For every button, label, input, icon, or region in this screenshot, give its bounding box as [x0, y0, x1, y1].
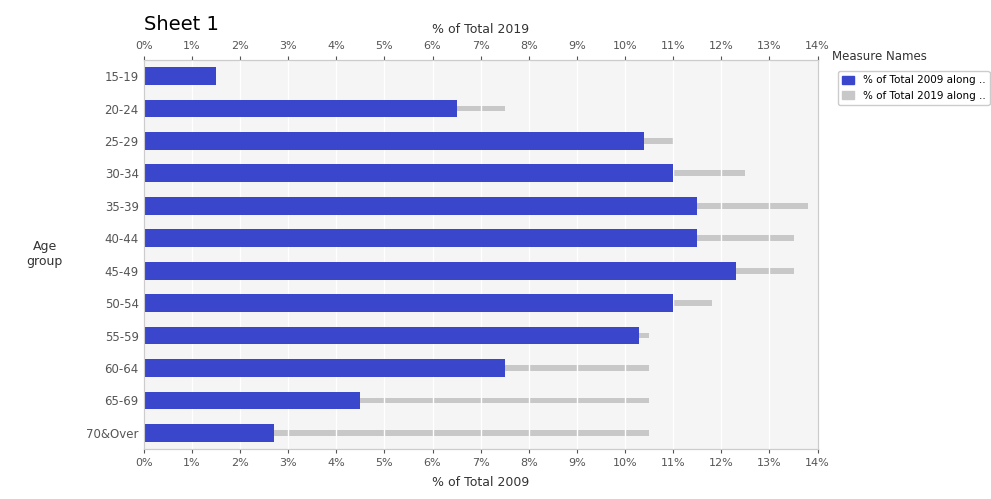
X-axis label: % of Total 2019: % of Total 2019 — [432, 22, 529, 35]
X-axis label: % of Total 2009: % of Total 2009 — [432, 477, 529, 490]
Bar — [144, 203, 808, 209]
Bar — [144, 300, 712, 306]
Bar — [144, 73, 216, 79]
Bar — [144, 424, 274, 442]
Text: Measure Names: Measure Names — [832, 50, 928, 63]
Text: Sheet 1: Sheet 1 — [144, 15, 219, 34]
Bar — [144, 365, 649, 371]
Bar — [144, 359, 504, 377]
Bar — [144, 398, 649, 403]
Bar — [144, 392, 361, 409]
Bar — [144, 333, 649, 338]
Bar — [144, 268, 794, 273]
Y-axis label: Age
group: Age group — [27, 241, 62, 268]
Bar — [144, 430, 649, 436]
Bar — [144, 171, 745, 176]
Bar — [144, 294, 673, 312]
Bar — [144, 262, 735, 279]
Bar — [144, 67, 216, 85]
Bar — [144, 138, 673, 144]
Legend: % of Total 2009 along .., % of Total 2019 along ..: % of Total 2009 along .., % of Total 201… — [837, 71, 990, 105]
Bar — [144, 230, 698, 247]
Bar — [144, 132, 644, 150]
Bar — [144, 236, 794, 241]
Bar — [144, 165, 673, 182]
Bar — [144, 197, 698, 215]
Bar — [144, 100, 457, 117]
Bar — [144, 327, 639, 344]
Bar — [144, 106, 504, 111]
